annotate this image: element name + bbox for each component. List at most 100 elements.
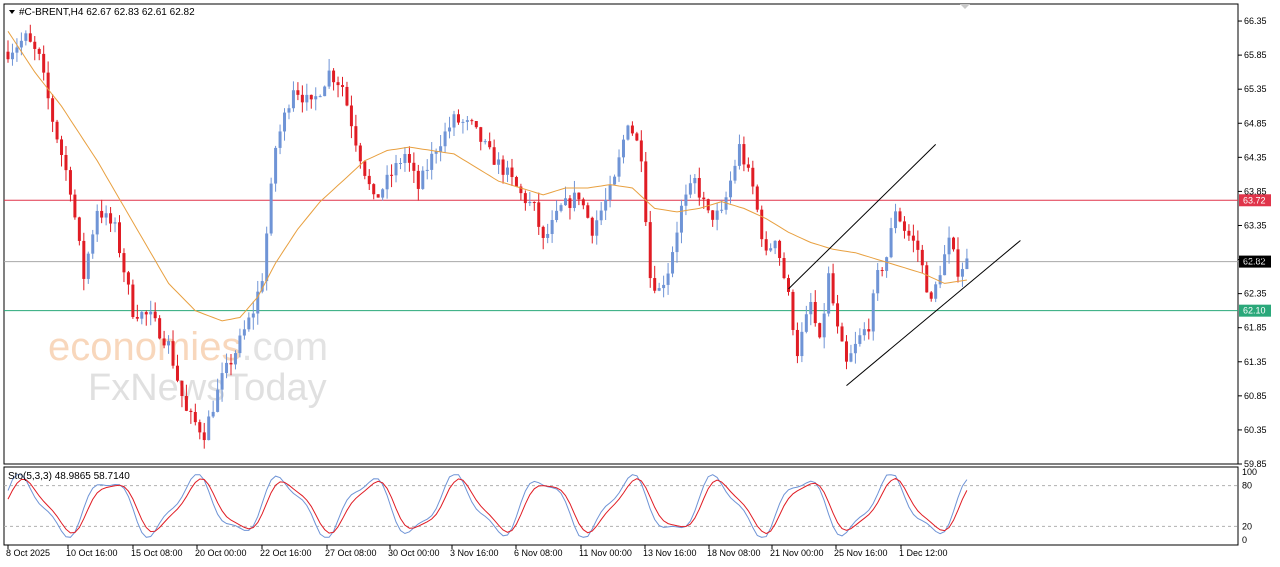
x-tick-label: 3 Nov 16:00 [450, 548, 499, 558]
candle-body [653, 278, 657, 291]
candle-body [278, 131, 282, 148]
candle-body [296, 90, 300, 95]
candle-body [202, 432, 206, 441]
stoch-tick-label: 20 [1242, 521, 1252, 531]
candle-body [394, 163, 398, 176]
y-tick-label: 66.35 [1244, 16, 1267, 26]
candle-body [773, 240, 777, 249]
candle-body [568, 198, 572, 208]
candle-body [617, 157, 621, 177]
level-label-support: 62.10 [1243, 306, 1266, 316]
candle-body [760, 209, 764, 240]
candle-body [104, 213, 108, 218]
scroll-marker-icon[interactable] [960, 4, 970, 9]
candle-body [341, 85, 344, 87]
candle-body [844, 341, 848, 362]
candle-body [345, 86, 349, 106]
candle-body [300, 94, 304, 103]
watermark-brand-1: econo [48, 325, 157, 369]
candle-body [483, 141, 487, 143]
candle-body [862, 329, 866, 336]
candle-body [729, 180, 733, 198]
candle-body [657, 288, 661, 291]
candle-body [671, 252, 675, 274]
candle-body [233, 353, 237, 365]
candle-body [528, 201, 532, 204]
x-tick-label: 13 Nov 16:00 [643, 548, 697, 558]
candle-body [858, 335, 862, 344]
candle-body [291, 90, 295, 109]
channel-lower-line [846, 240, 1021, 387]
candle-body [898, 211, 902, 222]
candle-body [82, 240, 86, 279]
candle-body [42, 53, 46, 73]
x-tick-label: 18 Nov 08:00 [707, 548, 761, 558]
candle-body [363, 161, 367, 176]
candle-body [934, 284, 938, 299]
candle-body [746, 164, 750, 168]
candle-body [403, 154, 407, 164]
candle-body [354, 126, 358, 146]
candle-body [265, 233, 269, 282]
candle-body [73, 194, 77, 218]
candle-body [421, 170, 425, 189]
candle-body [153, 311, 157, 319]
candle-body [675, 232, 679, 253]
candle-body [911, 235, 915, 241]
candle-body [113, 222, 117, 224]
candle-body [456, 114, 460, 123]
candle-body [684, 194, 688, 206]
candle-body [853, 343, 857, 354]
candle-body [390, 174, 394, 176]
candle-body [613, 176, 617, 185]
y-tick-label: 65.35 [1244, 84, 1267, 94]
candle-body [479, 127, 483, 142]
candle-body [140, 312, 144, 319]
candle-body [564, 198, 567, 206]
candle-body [251, 313, 255, 318]
x-tick-label: 1 Dec 12:00 [899, 548, 948, 558]
candle-body [769, 248, 773, 251]
candle-body [216, 389, 220, 412]
y-tick-label: 61.35 [1244, 357, 1267, 367]
candle-body [327, 70, 331, 87]
y-tick-label: 64.35 [1244, 152, 1267, 162]
candle-body [118, 222, 121, 254]
candle-body [488, 141, 492, 148]
candle-body [274, 147, 278, 184]
x-tick-label: 6 Nov 08:00 [514, 548, 563, 558]
candle-body [323, 86, 327, 97]
candle-body [577, 192, 581, 200]
candle-body [809, 301, 813, 315]
candle-body [225, 362, 229, 374]
candle-body [733, 165, 737, 181]
candle-body [555, 210, 559, 220]
candle-body [840, 326, 844, 342]
candle-body [46, 72, 50, 99]
candle-body [37, 48, 41, 54]
candle-body [501, 159, 505, 175]
x-tick-label: 8 Oct 2025 [6, 548, 50, 558]
candle-body [100, 210, 104, 218]
candle-body [742, 144, 746, 165]
candle-body [60, 139, 64, 155]
candle-body [546, 233, 550, 238]
y-tick-label: 60.35 [1244, 425, 1267, 435]
x-tick-label: 25 Nov 16:00 [834, 548, 888, 558]
candle-body [184, 396, 188, 411]
candle-body [965, 258, 969, 270]
candle-body [198, 422, 202, 433]
collapse-triangle-icon[interactable] [9, 10, 15, 14]
x-tick-label: 20 Oct 00:00 [195, 548, 247, 558]
candle-body [523, 193, 527, 204]
candle-body [269, 183, 273, 234]
candle-body [537, 202, 541, 227]
stoch-tick-label: 0 [1242, 535, 1247, 545]
candle-body [836, 303, 840, 327]
candle-body [64, 154, 68, 171]
candle-body [943, 254, 947, 276]
candle-body [960, 269, 964, 277]
candle-body [398, 163, 402, 165]
candle-body [880, 270, 884, 272]
